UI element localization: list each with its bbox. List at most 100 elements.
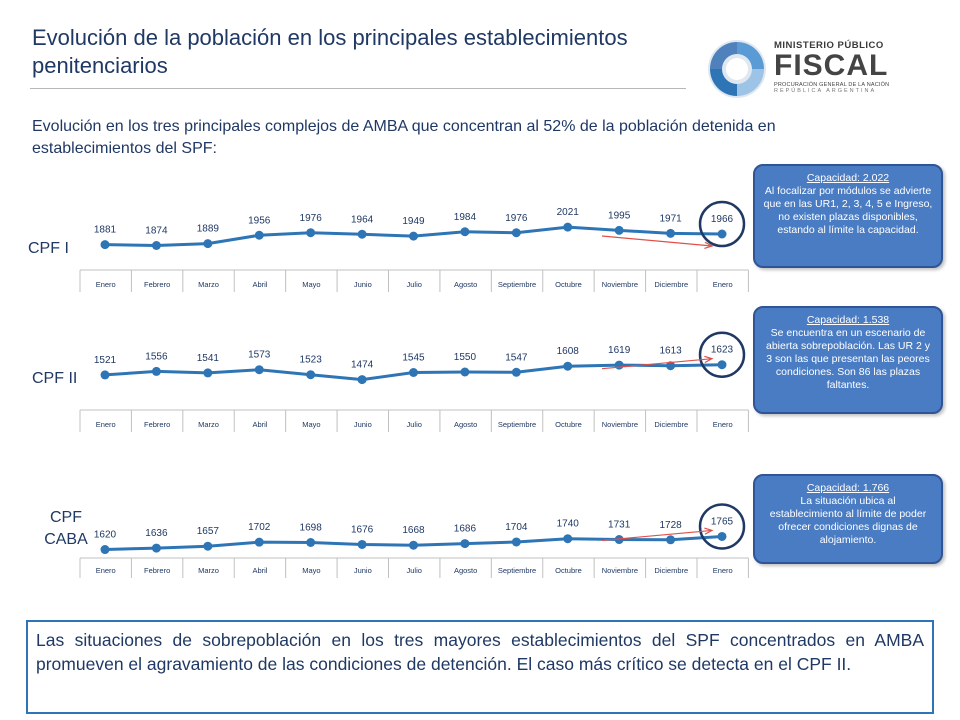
x-tick-label: Enero [713,420,733,429]
data-label: 1523 [300,355,323,366]
callout-capacity: Capacidad: 2.022 [806,172,890,184]
data-label: 1547 [505,352,528,363]
data-label: 1949 [402,216,425,227]
data-point [306,538,316,548]
x-tick-label: Enero [713,280,733,289]
x-tick-label: Junio [354,420,372,429]
data-point [254,365,264,375]
chart-label-cpf-2: CPF II [32,370,78,387]
ministerio-publico-fiscal-logo: MINISTERIO PÚBLICO FISCAL PROCURACIÓN GE… [706,38,896,102]
trend-arrow-icon [601,235,714,250]
x-tick-label: Agosto [454,280,477,289]
data-label: 1573 [248,350,271,361]
data-point [717,531,727,541]
data-point [460,539,470,549]
logo-line-2: FISCAL [774,49,889,82]
data-point [409,368,418,377]
data-point [614,225,624,235]
data-point [151,543,161,553]
data-label: 1619 [608,345,631,356]
highlight-ring [698,331,746,378]
data-label: 2021 [557,207,580,218]
x-axis: Enero Febrero Marzo Abril Mayo Junio Julio Agos… [79,557,749,578]
data-point [151,241,161,250]
trend-arrow-icon [601,527,714,542]
page-title: Evolución de la población en los princip… [32,25,628,78]
data-label: 1765 [711,516,734,527]
data-point [460,367,470,377]
x-tick-label: Noviembre [602,420,638,429]
highlight-ring [698,200,746,248]
callout-cpf-2: Capacidad: 1.538 Se encuentra en un esce… [753,306,943,414]
callout-cpf-caba: Capacidad: 1.766 La situación ubica al e… [753,474,943,564]
logo-line-1: MINISTERIO PÚBLICO [774,40,884,51]
x-tick-label: Enero [96,280,116,289]
callout-text: Se encuentra en un escenario de abierta … [765,327,930,391]
x-tick-label: Junio [354,280,372,289]
x-tick-label: Abril [252,420,267,429]
data-label: 1702 [248,522,271,533]
data-point [409,540,418,550]
sun-emblem-icon [708,40,766,98]
data-point [614,535,624,545]
data-label: 1995 [608,210,631,221]
x-tick-label: Diciembre [654,280,688,289]
data-label: 1728 [659,520,682,531]
x-tick-label: Octubre [555,566,582,575]
x-tick-label: Mayo [302,280,320,289]
data-label: 1966 [711,214,734,225]
x-tick-label: Septiembre [498,280,536,289]
x-tick-label: Mayo [302,566,320,575]
title-divider [30,88,686,89]
data-point [511,537,521,547]
x-tick-label: Enero [96,420,116,429]
data-point [100,240,110,250]
data-label: 1676 [351,524,374,535]
x-tick-label: Marzo [198,566,219,575]
line-chart-cpf-1: Enero Febrero Marzo Abril Mayo Junio Julio Agos… [79,200,749,292]
data-label: 1521 [94,355,117,366]
data-label: 1964 [351,214,374,225]
x-tick-label: Julio [406,420,421,429]
line-chart-cpf-2: Enero Febrero Marzo Abril Mayo Junio Julio Agos… [79,331,749,432]
x-tick-label: Junio [354,566,372,575]
callout-text: Al focalizar por módulos se advierte que… [763,185,933,236]
data-point [563,534,573,544]
data-label: 1971 [659,213,682,224]
data-point [357,375,367,385]
x-tick-label: Febrero [144,566,170,575]
highlight-ring [698,503,746,550]
data-label: 1881 [94,225,117,236]
x-tick-label: Mayo [302,420,320,429]
data-label: 1613 [659,346,682,357]
data-point [666,361,676,371]
logo-line-3: PROCURACIÓN GENERAL DE LA NACIÓN [774,82,890,88]
x-tick-label: Octubre [555,420,582,429]
x-tick-label: Marzo [198,420,219,429]
data-label: 1956 [248,215,271,226]
chart-label-cpf-caba: CPF CABA [44,509,88,548]
data-label: 1556 [145,351,168,362]
x-tick-label: Diciembre [654,566,688,575]
data-label: 1636 [145,528,168,539]
data-point [306,228,316,238]
data-point [511,228,521,238]
data-label: 1698 [300,523,323,534]
x-tick-label: Agosto [454,420,477,429]
x-tick-label: Septiembre [498,420,536,429]
x-tick-label: Agosto [454,566,477,575]
data-point [717,360,727,370]
data-label: 1704 [505,522,528,533]
data-point [306,370,316,380]
data-point [100,370,110,380]
data-point [357,229,367,239]
data-label: 1620 [94,530,117,541]
trend-arrow-icon [601,355,714,370]
data-point [100,545,110,555]
logo-line-4: REPÚBLICA ARGENTINA [774,88,877,94]
callout-cpf-1: Capacidad: 2.022 Al focalizar por módulo… [753,164,943,268]
conclusion-box: Las situaciones de sobrepoblación en los… [26,620,934,714]
x-tick-label: Febrero [144,280,170,289]
data-label: 1731 [608,520,631,531]
data-point [666,535,676,545]
